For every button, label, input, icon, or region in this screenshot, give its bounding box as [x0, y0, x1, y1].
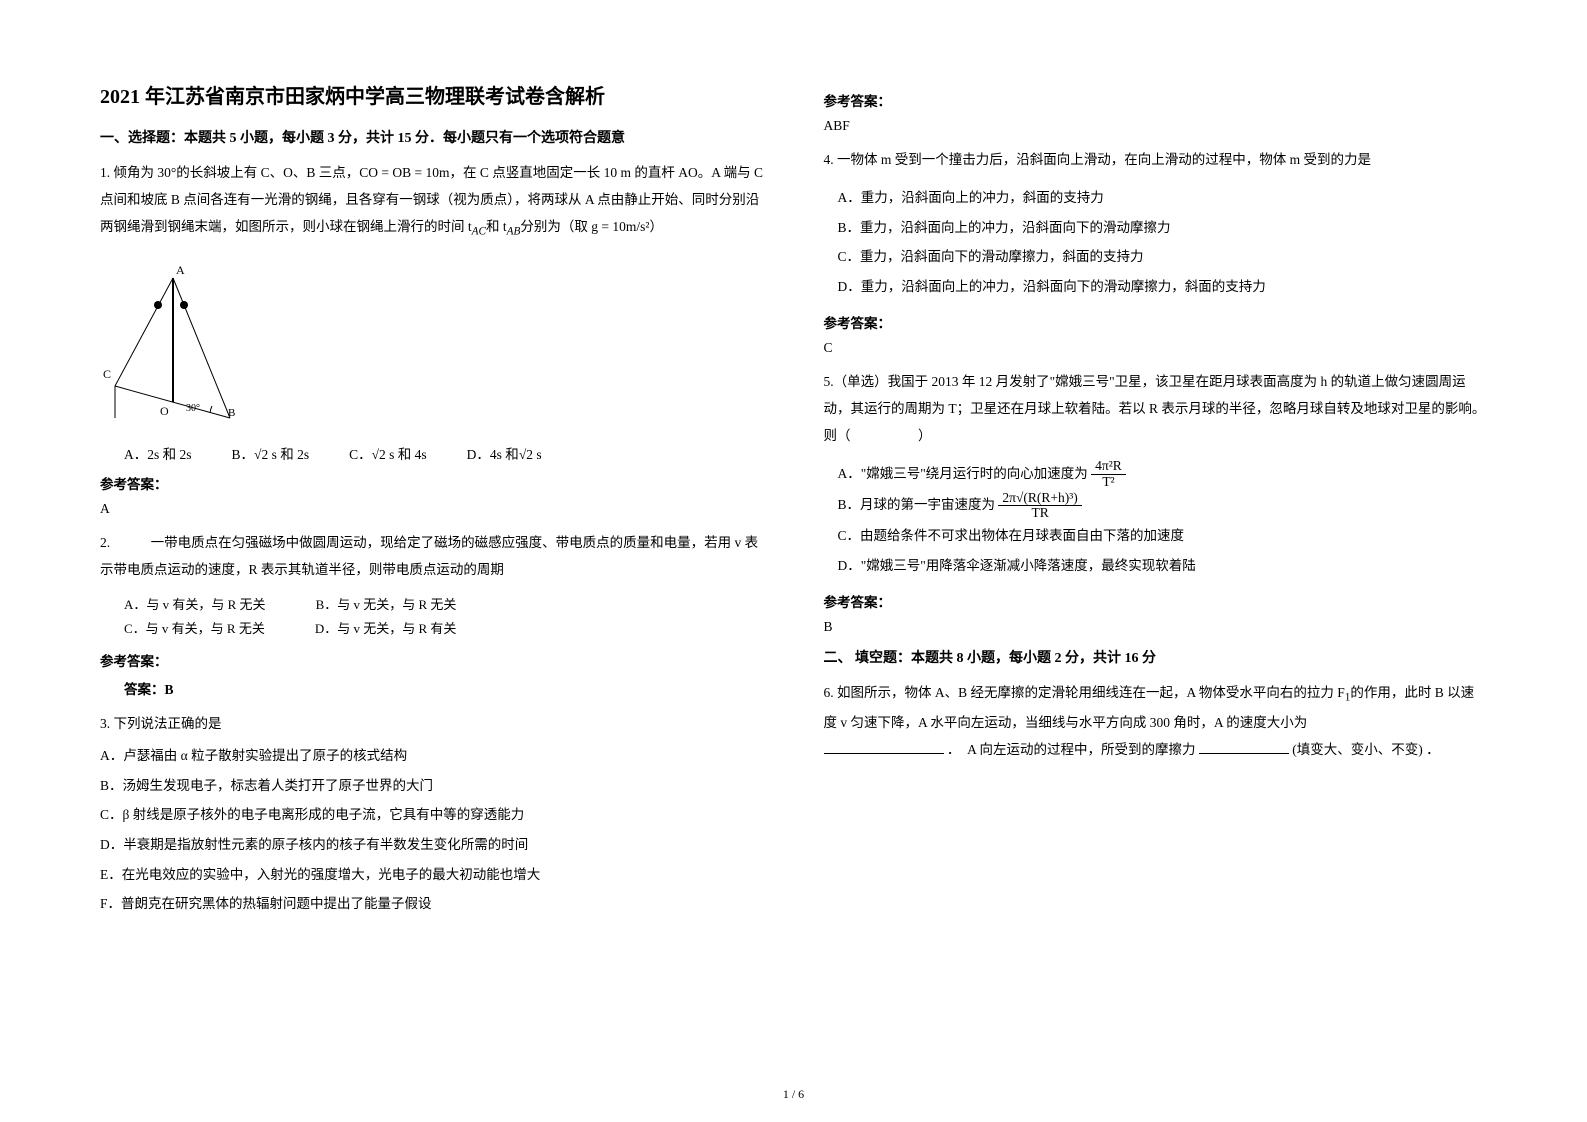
q1-diagram: A C O B 30°	[100, 258, 764, 428]
q5-opt-d: D．"嫦娥三号"用降落伞逐渐减小降落速度，最终实现软着陆	[838, 551, 1488, 581]
q5-b-num: 2π√(R(R+h)³)	[998, 491, 1081, 507]
q1-opt-c-suffix: s 和 4s	[386, 447, 427, 462]
q4-opt-b: B．重力，沿斜面向上的冲力，沿斜面向下的滑动摩擦力	[838, 213, 1488, 243]
q1-sub-ab: AB	[507, 226, 521, 238]
q5-answer: B	[824, 619, 1488, 635]
q3-options: A．卢瑟福由 α 粒子散射实验提出了原子的核式结构 B．汤姆生发现电子，标志着人…	[100, 741, 764, 919]
q3-opt-b: B．汤姆生发现电子，标志着人类打开了原子世界的大门	[100, 771, 764, 801]
answer-label: 参考答案：	[824, 90, 1488, 110]
question-3: 3. 下列说法正确的是	[100, 710, 764, 737]
q1-opt-d-prefix: D．4s 和	[467, 447, 519, 462]
q1-options: A．2s 和 2s B．√2 s 和 2s C．√2 s 和 4s D．4s 和…	[124, 443, 764, 463]
q5-opt-a-text: A．"嫦娥三号"绕月运行时的向心加速度为	[838, 466, 1088, 481]
blank-1	[824, 739, 944, 754]
q2-answer: 答案：B	[124, 678, 764, 698]
q1-text-end: 分别为（取 g = 10m/s²）	[520, 219, 663, 234]
q1-opt-d: D．4s 和√2 s	[467, 443, 542, 463]
right-column: 参考答案： ABF 4. 一物体 m 受到一个撞击力后，沿斜面向上滑动，在向上滑…	[824, 80, 1488, 1092]
q3-opt-d: D．半衰期是指放射性元素的原子核内的核子有半数发生变化所需的时间	[100, 830, 764, 860]
q2-options-row1: A．与 v 有关，与 R 无关 B．与 v 无关，与 R 无关	[124, 593, 764, 616]
q3-opt-a: A．卢瑟福由 α 粒子散射实验提出了原子的核式结构	[100, 741, 764, 771]
answer-label: 参考答案：	[100, 473, 764, 493]
q6-text-c: ． A 向左运动的过程中，所受到的摩擦力	[947, 742, 1196, 757]
label-A: A	[176, 263, 185, 277]
fraction-icon: 4π²R T²	[1091, 459, 1126, 490]
q3-opt-e: E．在光电效应的实验中，入射光的强度增大，光电子的最大初动能也增大	[100, 860, 764, 890]
q1-opt-a: A．2s 和 2s	[124, 443, 192, 463]
q5-opt-b-text: B．月球的第一宇宙速度为	[838, 497, 996, 512]
question-2: 2. 一带电质点在匀强磁场中做圆周运动，现给定了磁场的磁感应强度、带电质点的质量…	[100, 529, 764, 583]
answer-label: 参考答案：	[824, 312, 1488, 332]
sqrt-icon: √2	[372, 447, 386, 462]
sqrt-icon: √2	[254, 447, 268, 462]
q4-opt-c: C．重力，沿斜面向下的滑动摩擦力，斜面的支持力	[838, 242, 1488, 272]
q2-opt-c: C．与 v 有关，与 R 无关	[124, 617, 265, 640]
q5-opt-c: C．由题给条件不可求出物体在月球表面自由下落的加速度	[838, 521, 1488, 551]
q1-opt-c: C．√2 s 和 4s	[349, 443, 427, 463]
left-column: 2021 年江苏省南京市田家炳中学高三物理联考试卷含解析 一、选择题：本题共 5…	[100, 80, 764, 1092]
q3-opt-c: C．β 射线是原子核外的电子电离形成的电子流，它具有中等的穿透能力	[100, 800, 764, 830]
page-footer: 1 / 6	[783, 1087, 804, 1102]
answer-label: 参考答案：	[824, 591, 1488, 611]
q5-a-num: 4π²R	[1091, 459, 1126, 475]
q1-opt-b: B．√2 s 和 2s	[232, 443, 310, 463]
q5-a-den: T²	[1091, 475, 1126, 490]
q1-opt-b-prefix: B．	[232, 447, 255, 462]
q1-and: 和 t	[486, 219, 507, 234]
q4-opt-a: A．重力，沿斜面向上的冲力，斜面的支持力	[838, 183, 1488, 213]
q6-text-a: 6. 如图所示，物体 A、B 经无摩擦的定滑轮用细线连在一起，A 物体受水平向右…	[824, 685, 1345, 700]
q4-answer: C	[824, 340, 1488, 356]
q1-text: 1. 倾角为 30°的长斜坡上有 C、O、B 三点，CO = OB = 10m，…	[100, 165, 763, 234]
q2-opt-d: D．与 v 无关，与 R 有关	[315, 617, 457, 640]
q3-opt-f: F．普朗克在研究黑体的热辐射问题中提出了能量子假设	[100, 889, 764, 919]
q1-opt-b-suffix: s 和 2s	[268, 447, 309, 462]
question-6: 6. 如图所示，物体 A、B 经无摩擦的定滑轮用细线连在一起，A 物体受水平向右…	[824, 679, 1488, 763]
q5-opt-b: B．月球的第一宇宙速度为 2π√(R(R+h)³) TR	[838, 490, 1488, 521]
q2-opt-b: B．与 v 无关，与 R 无关	[316, 593, 457, 616]
q6-text-d: (填变大、变小、不变) ．	[1292, 742, 1439, 757]
sqrt-icon: √2	[519, 447, 533, 462]
q1-opt-c-prefix: C．	[349, 447, 372, 462]
label-B: B	[228, 407, 235, 419]
q2-opt-a: A．与 v 有关，与 R 无关	[124, 593, 266, 616]
blank-2	[1199, 739, 1289, 754]
label-angle: 30°	[186, 403, 200, 414]
answer-label: 参考答案：	[100, 650, 764, 670]
label-C: C	[103, 367, 111, 381]
question-5: 5.（单选）我国于 2013 年 12 月发射了"嫦娥三号"卫星，该卫星在距月球…	[824, 368, 1488, 449]
q2-options-row2: C．与 v 有关，与 R 无关 D．与 v 无关，与 R 有关	[124, 617, 764, 640]
section-2-header: 二、 填空题：本题共 8 小题，每小题 2 分，共计 16 分	[824, 647, 1488, 667]
question-4: 4. 一物体 m 受到一个撞击力后，沿斜面向上滑动，在向上滑动的过程中，物体 m…	[824, 146, 1488, 173]
question-1: 1. 倾角为 30°的长斜坡上有 C、O、B 三点，CO = OB = 10m，…	[100, 159, 764, 243]
q4-opt-d: D．重力，沿斜面向上的冲力，沿斜面向下的滑动摩擦力，斜面的支持力	[838, 272, 1488, 302]
q1-opt-d-suffix: s	[533, 447, 542, 462]
label-O: O	[160, 404, 169, 418]
q1-sub-ac: AC	[472, 226, 486, 238]
q5-b-den: TR	[998, 506, 1081, 521]
q3-answer: ABF	[824, 118, 1488, 134]
q1-answer: A	[100, 501, 764, 517]
q5-opt-a: A．"嫦娥三号"绕月运行时的向心加速度为 4π²R T²	[838, 459, 1488, 490]
section-1-header: 一、选择题：本题共 5 小题，每小题 3 分，共计 15 分．每小题只有一个选项…	[100, 127, 764, 147]
doc-title: 2021 年江苏省南京市田家炳中学高三物理联考试卷含解析	[100, 80, 764, 109]
fraction-icon: 2π√(R(R+h)³) TR	[998, 491, 1081, 522]
